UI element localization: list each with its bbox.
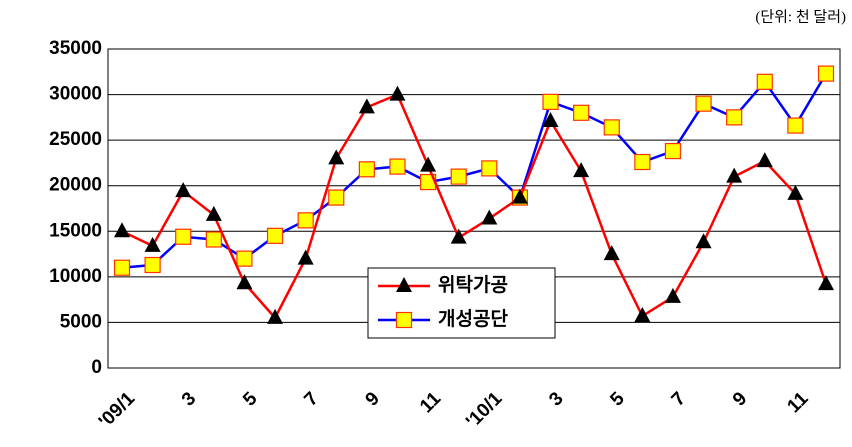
marker [787, 184, 804, 200]
legend-label: 위탁가공 [438, 274, 508, 296]
marker [267, 308, 284, 324]
marker [787, 117, 804, 134]
marker [818, 275, 834, 291]
marker [450, 168, 467, 185]
series-line [121, 92, 828, 321]
marker [328, 189, 345, 206]
marker [175, 182, 192, 198]
marker [634, 307, 651, 323]
marker [756, 73, 773, 90]
y-tick-label: 0 [91, 357, 102, 378]
marker [389, 85, 406, 101]
x-tick-label: '10/1 [462, 388, 506, 432]
marker [603, 119, 620, 136]
marker [205, 205, 222, 221]
marker [358, 98, 375, 114]
marker [481, 209, 498, 225]
marker [817, 65, 835, 82]
legend-marker [396, 277, 412, 292]
marker [297, 249, 314, 265]
marker [573, 104, 590, 121]
marker [573, 162, 590, 178]
x-tick-label: '09/1 [95, 388, 139, 432]
legend-marker [395, 311, 413, 329]
x-tick-label: 11 [416, 388, 445, 417]
marker [542, 112, 559, 128]
marker [266, 227, 284, 244]
marker [695, 95, 712, 112]
marker [205, 231, 222, 248]
marker [420, 156, 437, 172]
x-tick-label: 7 [668, 388, 690, 410]
marker [726, 167, 743, 183]
legend-label: 개성공단 [438, 308, 508, 330]
y-tick-label: 15000 [49, 220, 102, 241]
marker [144, 256, 161, 274]
marker [144, 236, 161, 252]
marker [756, 152, 773, 168]
marker [726, 109, 743, 126]
marker [634, 153, 651, 171]
marker [603, 245, 620, 261]
marker [297, 212, 314, 229]
marker [175, 228, 192, 245]
marker [664, 142, 682, 160]
marker [481, 160, 498, 177]
y-tick-label: 30000 [49, 84, 102, 105]
marker [328, 149, 345, 165]
x-tick-label: 3 [178, 388, 200, 410]
y-tick-label: 20000 [49, 175, 102, 196]
marker [114, 222, 130, 238]
marker [389, 158, 406, 175]
y-tick-label: 5000 [60, 311, 102, 332]
marker [113, 259, 131, 276]
x-tick-label: 5 [606, 388, 629, 411]
marker [542, 93, 559, 110]
x-tick-label: 7 [300, 388, 322, 410]
marker [664, 287, 681, 303]
x-tick-label: 3 [545, 388, 567, 410]
y-tick-label: 35000 [49, 38, 102, 59]
series-line [121, 72, 828, 269]
marker [358, 161, 375, 178]
marker [236, 250, 253, 267]
marker [695, 233, 712, 249]
x-tick-label: 9 [362, 388, 384, 410]
y-tick-label: 25000 [49, 129, 102, 150]
y-tick-label: 10000 [49, 266, 102, 287]
marker [511, 188, 528, 204]
plot-frame [107, 48, 841, 369]
marker [236, 274, 253, 290]
x-tick-label: 5 [239, 388, 262, 411]
marker [450, 228, 467, 244]
x-tick-label: 9 [729, 388, 751, 410]
unit-label: (단위: 천 달러) [755, 8, 846, 25]
x-tick-label: 11 [783, 388, 812, 417]
